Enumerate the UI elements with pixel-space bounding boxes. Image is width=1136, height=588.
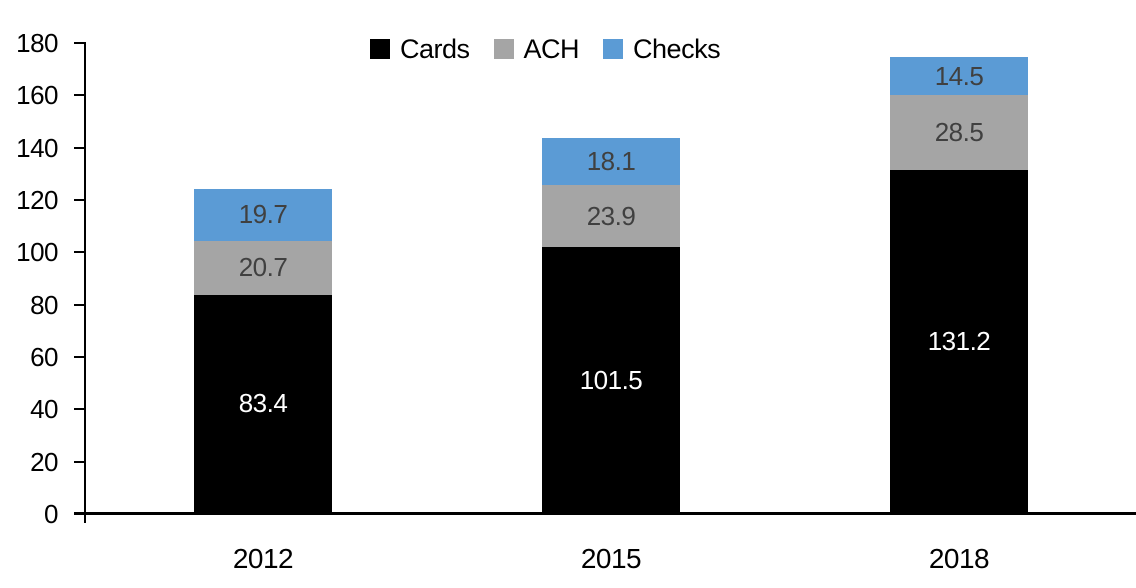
x-axis-label-2018: 2018 (928, 543, 990, 574)
bar-segment-checks-2015: 18.1 (542, 137, 680, 185)
y-axis-tick-label: 40 (30, 394, 58, 425)
legend-label-cards: Cards (400, 33, 470, 64)
y-axis-tick-label: 80 (30, 289, 58, 320)
bar-value-label-checks-2018: 14.5 (934, 60, 984, 91)
y-axis-tick-label: 0 (44, 499, 58, 529)
legend-item-ach: ACH (493, 33, 580, 65)
legend-item-cards: Cards (370, 34, 470, 65)
y-axis-tick (74, 251, 84, 254)
y-axis-tick-label: 100 (16, 237, 58, 268)
bar-value-label-ach-2015: 23.9 (586, 200, 636, 231)
bar-segment-ach-2018: 28.5 (890, 95, 1028, 170)
x-axis-line (74, 512, 1136, 515)
y-axis-tick-label: 120 (16, 185, 58, 215)
y-axis-tick-label: 140 (16, 132, 58, 163)
bar-value-label-ach-2018: 28.5 (934, 116, 984, 147)
y-axis-tick (74, 199, 84, 201)
legend-swatch-cards (370, 39, 390, 59)
y-axis-tick (74, 146, 84, 149)
chart-legend: Cards ACH Checks (370, 33, 721, 65)
bar-value-label-cards-2015: 101.5 (579, 364, 643, 395)
legend-label-checks: Checks (633, 33, 721, 64)
y-axis-tick-label: 180 (16, 28, 58, 58)
y-axis-tick (74, 42, 84, 44)
legend-label-ach: ACH (523, 33, 580, 64)
y-axis-tick-label: 20 (30, 446, 58, 477)
y-axis-tick-label: 60 (30, 342, 58, 372)
bar-segment-checks-2012: 19.7 (194, 189, 332, 241)
bar-segment-cards-2018: 131.2 (890, 169, 1028, 513)
bar-value-label-ach-2012: 20.7 (238, 252, 288, 283)
y-axis-line (84, 42, 86, 514)
bar-segment-cards-2015: 101.5 (542, 247, 680, 513)
y-axis-tick-label: 160 (16, 80, 58, 111)
x-axis-label-2015: 2015 (580, 543, 642, 574)
y-axis-tick (74, 94, 84, 97)
bar-value-label-checks-2012: 19.7 (238, 199, 288, 230)
bar-segment-checks-2018: 14.5 (890, 57, 1028, 96)
y-axis-tick (74, 356, 84, 358)
legend-swatch-ach (493, 39, 514, 59)
x-axis-label-2012: 2012 (232, 543, 294, 574)
y-axis-tick (74, 460, 84, 463)
legend-swatch-checks (603, 39, 624, 59)
legend-item-checks: Checks (603, 33, 721, 65)
bar-segment-ach-2012: 20.7 (194, 240, 332, 295)
y-axis-tick (74, 303, 84, 306)
bar-value-label-cards-2012: 83.4 (238, 388, 288, 419)
x-axis-origin-tick (84, 515, 86, 523)
y-axis-tick (74, 408, 84, 411)
bar-segment-ach-2015: 23.9 (542, 184, 680, 248)
bar-segment-cards-2012: 83.4 (194, 294, 332, 513)
bar-value-label-cards-2018: 131.2 (927, 325, 991, 356)
bar-value-label-checks-2015: 18.1 (586, 145, 636, 176)
